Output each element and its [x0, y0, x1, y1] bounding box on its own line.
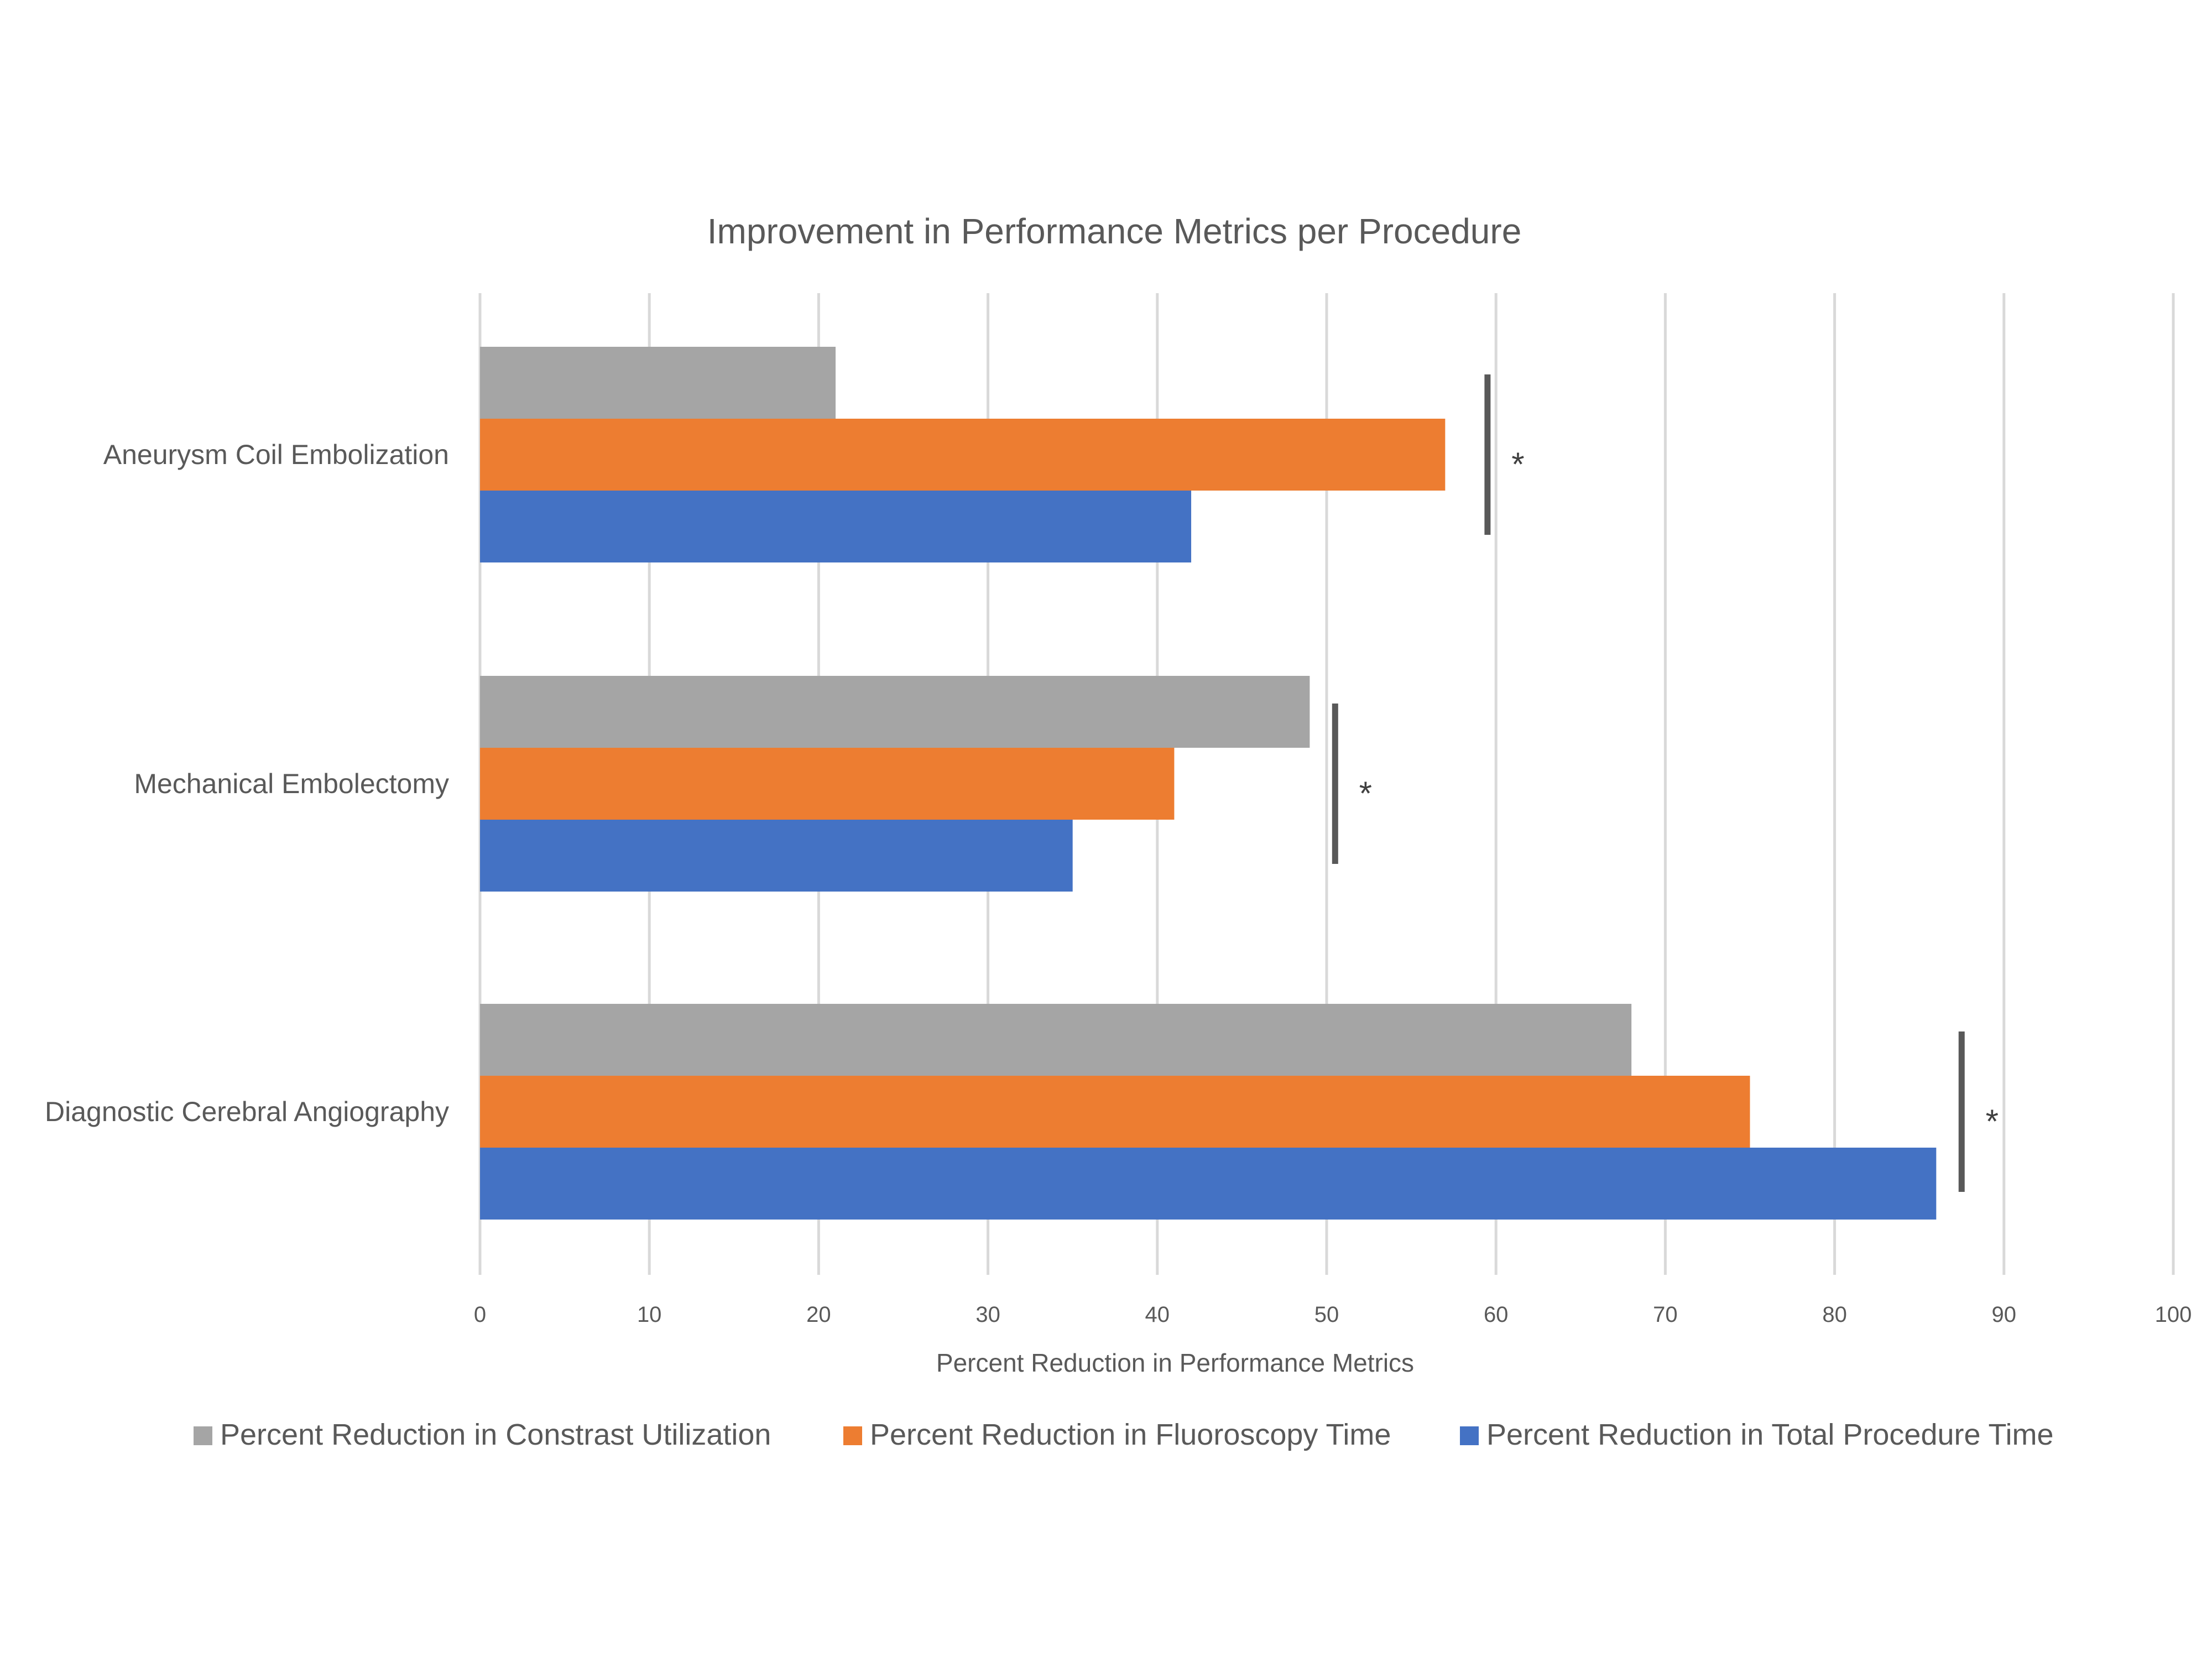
bar-0-0 — [480, 347, 836, 419]
significance-annotations: * * * — [1332, 374, 1999, 1192]
legend-swatch-2 — [1460, 1426, 1479, 1445]
x-tick-label-30: 30 — [975, 1302, 1000, 1327]
x-tick-label-10: 10 — [637, 1302, 662, 1327]
legend-label-0: Percent Reduction in Constrast Utilizati… — [220, 1418, 771, 1451]
x-tick-label-0: 0 — [474, 1302, 486, 1327]
legend: Percent Reduction in Constrast Utilizati… — [194, 1418, 2054, 1451]
legend-swatch-1 — [843, 1426, 862, 1445]
x-tick-label-80: 80 — [1822, 1302, 1847, 1327]
chart-title: Improvement in Performance Metrics per P… — [707, 211, 1522, 251]
bar-2-2 — [480, 1148, 1937, 1220]
x-tick-label-90: 90 — [1992, 1302, 2017, 1327]
legend-label-1: Percent Reduction in Fluoroscopy Time — [870, 1418, 1391, 1451]
bar-2-0 — [480, 1004, 1632, 1076]
bar-2-1 — [480, 1076, 1750, 1148]
significance-asterisk-2: * — [1986, 1103, 1999, 1140]
x-tick-label-50: 50 — [1314, 1302, 1339, 1327]
category-label-0: Aneurysm Coil Embolization — [103, 439, 449, 470]
legend-label-2: Percent Reduction in Total Procedure Tim… — [1486, 1418, 2054, 1451]
significance-asterisk-1: * — [1359, 775, 1372, 812]
x-tick-label-100: 100 — [2155, 1302, 2192, 1327]
bar-0-1 — [480, 419, 1446, 491]
x-tick-label-70: 70 — [1653, 1302, 1678, 1327]
x-axis-title: Percent Reduction in Performance Metrics — [936, 1348, 1414, 1377]
bar-1-2 — [480, 820, 1073, 892]
bar-0-2 — [480, 491, 1192, 562]
significance-asterisk-0: * — [1511, 446, 1524, 483]
legend-swatch-0 — [194, 1426, 212, 1445]
bar-1-1 — [480, 748, 1175, 820]
bars — [480, 347, 1937, 1220]
category-label-1: Mechanical Embolectomy — [134, 768, 449, 799]
category-label-2: Diagnostic Cerebral Angiography — [45, 1096, 449, 1127]
x-tick-labels: 0 10 20 30 40 50 60 70 80 90 100 — [474, 1302, 2192, 1327]
x-tick-label-20: 20 — [806, 1302, 831, 1327]
x-tick-label-40: 40 — [1145, 1302, 1170, 1327]
category-labels: Aneurysm Coil Embolization Mechanical Emb… — [45, 439, 449, 1127]
x-tick-label-60: 60 — [1484, 1302, 1509, 1327]
bar-1-0 — [480, 676, 1310, 748]
